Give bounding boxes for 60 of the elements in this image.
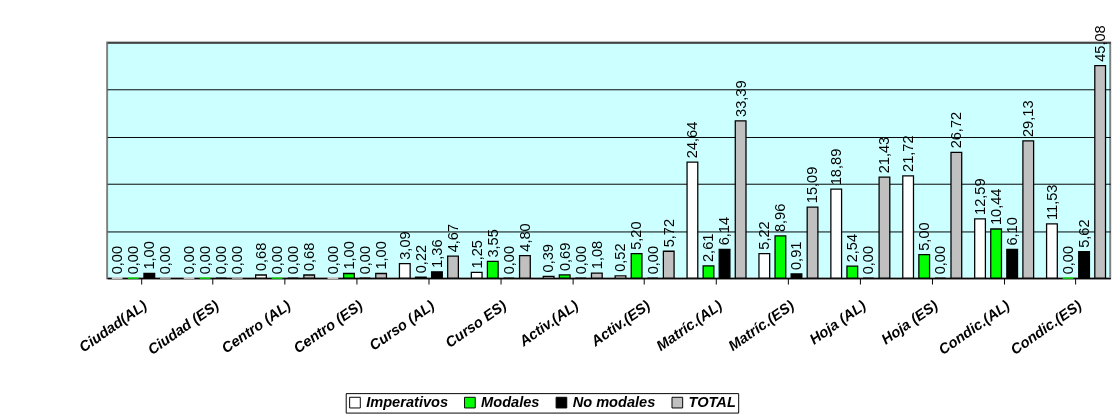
data-label: 0,00 bbox=[180, 245, 197, 275]
legend-label: TOTAL bbox=[688, 394, 736, 411]
data-label: 0,91 bbox=[788, 241, 805, 271]
data-label: 0,00 bbox=[644, 245, 661, 275]
data-label: 4,80 bbox=[516, 223, 533, 252]
data-label: 1,00 bbox=[340, 241, 357, 270]
data-label: 0,00 bbox=[285, 245, 301, 275]
data-label: 1,25 bbox=[468, 240, 485, 269]
data-label: 0,00 bbox=[268, 245, 285, 275]
data-label: 0,22 bbox=[412, 244, 429, 274]
data-label: 8,96 bbox=[772, 203, 789, 233]
data-label: 0,00 bbox=[1059, 245, 1076, 275]
data-label: 2,61 bbox=[700, 233, 717, 263]
data-label: 0,00 bbox=[932, 245, 949, 275]
data-label: 6,14 bbox=[716, 216, 733, 246]
data-label: 0,00 bbox=[324, 245, 341, 275]
data-label: 0,68 bbox=[301, 242, 318, 272]
data-label: 18,89 bbox=[828, 148, 845, 186]
data-label: 1,00 bbox=[141, 241, 158, 270]
data-label: 1,08 bbox=[588, 240, 605, 270]
data-label: 3,55 bbox=[484, 229, 501, 258]
data-label: 0,68 bbox=[252, 242, 269, 272]
data-label: 11,53 bbox=[1043, 184, 1060, 220]
data-label: 5,20 bbox=[628, 221, 645, 250]
data-label: 3,09 bbox=[396, 231, 413, 260]
data-label: 10,44 bbox=[987, 188, 1004, 226]
data-label: 0,52 bbox=[612, 243, 629, 272]
data-label: 5,62 bbox=[1075, 219, 1092, 248]
legend-label: No modales bbox=[572, 394, 656, 411]
data-label: 5,00 bbox=[916, 222, 933, 251]
data-label: 0,00 bbox=[125, 245, 142, 275]
data-label: 0,00 bbox=[213, 245, 230, 275]
data-label: 0,00 bbox=[157, 245, 174, 275]
data-label: 4,67 bbox=[444, 223, 461, 253]
data-label: 12,59 bbox=[971, 178, 988, 215]
data-label: 0,00 bbox=[572, 245, 589, 275]
data-label: 0,39 bbox=[540, 244, 557, 273]
data-label: 15,09 bbox=[804, 166, 821, 204]
data-label: 0,00 bbox=[500, 245, 517, 275]
data-label: 21,43 bbox=[876, 136, 893, 174]
data-label: 2,54 bbox=[844, 233, 861, 263]
data-label: 0,00 bbox=[860, 245, 877, 275]
legend-label: Imperativos bbox=[366, 394, 449, 411]
data-label: 6,10 bbox=[1004, 217, 1021, 246]
data-label: 33,39 bbox=[732, 80, 749, 117]
data-label: 0,00 bbox=[109, 245, 126, 275]
data-label: 29,13 bbox=[1020, 100, 1037, 138]
data-label: 0,69 bbox=[556, 242, 573, 272]
data-label: 0,00 bbox=[229, 245, 246, 275]
data-label: 0,00 bbox=[356, 245, 373, 275]
data-label: 1,36 bbox=[428, 239, 445, 268]
data-label: 5,72 bbox=[660, 218, 677, 248]
legend-label: Modales bbox=[481, 394, 540, 411]
data-label: 21,72 bbox=[900, 135, 916, 172]
data-label: 1,00 bbox=[372, 241, 389, 270]
data-label: 45,08 bbox=[1092, 25, 1109, 62]
data-label: 0,00 bbox=[197, 245, 214, 275]
data-label: 26,72 bbox=[948, 111, 965, 149]
data-label: 24,64 bbox=[684, 121, 701, 159]
data-label: 5,22 bbox=[756, 221, 773, 250]
